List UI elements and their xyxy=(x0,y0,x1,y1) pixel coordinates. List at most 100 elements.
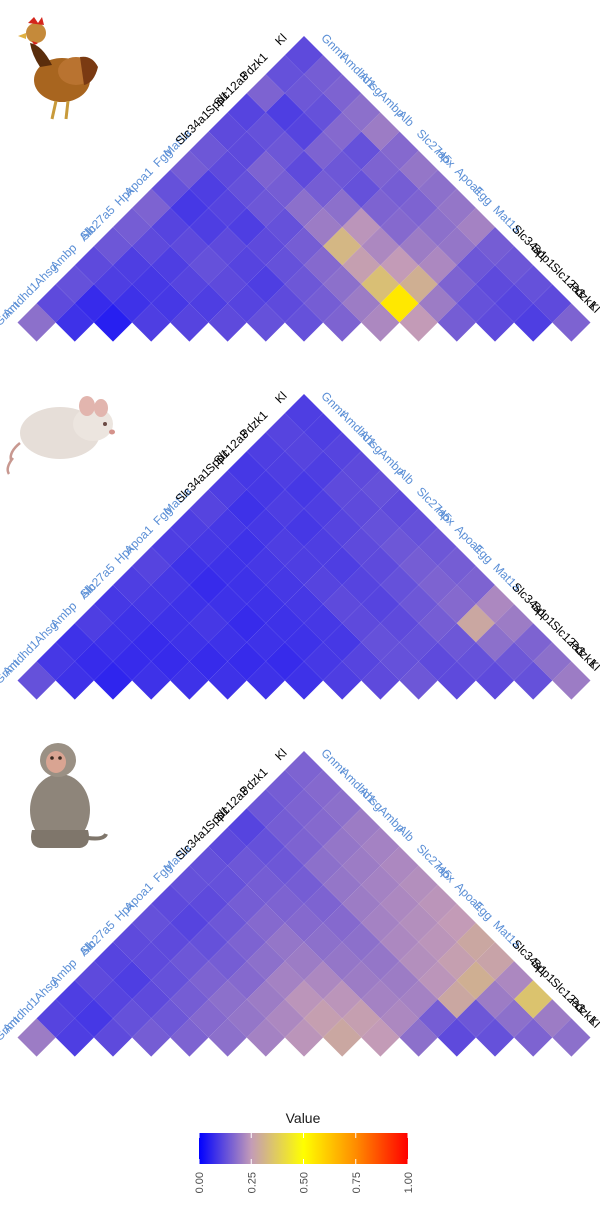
heatmap-cell-Amdhd1-Mat1a xyxy=(208,508,247,547)
heatmap-cell-Mat1a-Pdzk1 xyxy=(437,585,476,624)
heatmap-cell-Slc27a5-Slc27a5 xyxy=(208,303,247,342)
heatmap-cell-Ahsg-Fgg xyxy=(208,546,247,585)
heatmap-cell-Slc34a1-Slc12a3 xyxy=(437,980,476,1019)
heatmap-cell-Alb-Fgg xyxy=(246,585,285,624)
heatmap-cell-Slc12a3-Kl xyxy=(514,980,553,1019)
heatmap-cell-Ambp-Slc34a1 xyxy=(265,884,304,923)
heatmap-cell-Mat1a-Slc34a1 xyxy=(380,642,419,681)
mouse-icon xyxy=(6,396,115,475)
heatmap-cell-Alb-Fgg xyxy=(246,942,285,981)
heatmap-cell-Pdzk1-Kl xyxy=(533,284,572,323)
heatmap-panel-chicken: GnmtGnmtAmdhd1Amdhd1AhsgAhsgAmbpAmbpAlbA… xyxy=(0,17,600,342)
heatmap-cell-Ambp-Slc12a3 xyxy=(304,489,343,528)
heatmap-cell-Apoa1-Fgg xyxy=(304,999,343,1038)
heatmap-cell-Amdhd1-Hpx xyxy=(151,565,190,605)
heatmap-cell-Slc12a3-Pdzk1 xyxy=(495,642,534,681)
heatmap-cell-Pdzk1-Kl xyxy=(533,999,572,1038)
heatmap-cell-Ambp-Slc12a3 xyxy=(304,846,343,885)
heatmap-cell-Slc12a3-Pdzk1 xyxy=(495,284,534,323)
heatmap-cell-Ambp-Mat1a xyxy=(246,903,285,942)
heatmap-cell-Amdhd1-Alb xyxy=(113,246,152,285)
heatmap-cell-Gnmt-Kl xyxy=(284,36,324,75)
heatmap-cell-Slc12a3-Slc12a3 xyxy=(475,1018,515,1057)
heatmap-cell-Gnmt-Slc27a5 xyxy=(113,565,152,605)
heatmap-cell-Hpx-Kl xyxy=(399,865,438,904)
heatmap-cell-Mat1a-Pdzk1 xyxy=(437,227,476,266)
heatmap-cell-Ahsg-Ahsg xyxy=(93,1018,133,1057)
heatmap-cell-Hpx-Kl xyxy=(399,508,438,547)
heatmap-cell-Slc27a5-Slc27a5 xyxy=(208,661,247,700)
heatmap-cell-Amdhd1-Ahsg xyxy=(74,284,113,323)
gene-label-left-Kl: Kl xyxy=(272,746,289,763)
heatmap-cells xyxy=(17,394,591,700)
heatmap-cell-Ahsg-Slc27a5 xyxy=(151,961,190,1000)
heatmap-cell-Ahsg-Slc34a1 xyxy=(246,150,285,189)
heatmap-cell-Ahsg-Slc27a5 xyxy=(151,246,190,285)
heatmap-cell-Ambp-Spp1 xyxy=(284,865,324,904)
heatmap-cell-Spp1-Slc12a3 xyxy=(456,642,495,681)
heatmap-cell-Spp1-Spp1 xyxy=(437,661,476,700)
heatmap-cell-Kl-Kl xyxy=(552,1018,591,1057)
heatmap-cell-Amdhd1-Spp1 xyxy=(246,112,285,151)
heatmap-cell-Ambp-Alb xyxy=(151,999,190,1038)
heatmap-cell-Ahsg-Spp1 xyxy=(265,846,304,885)
heatmap-cell-Fgg-Fgg xyxy=(323,1018,362,1057)
heatmap-cell-Apoa1-Spp1 xyxy=(361,942,400,981)
heatmap-cell-Slc27a5-Hpx xyxy=(227,642,266,681)
heatmap-cell-Alb-Hpx xyxy=(208,265,247,304)
heatmap-cell-Spp1-Slc12a3 xyxy=(456,999,495,1038)
heatmap-cell-Slc27a5-Pdzk1 xyxy=(361,865,400,904)
heatmap-cell-Alb-Mat1a xyxy=(265,565,304,605)
heatmap-cell-Ambp-Alb xyxy=(151,642,190,681)
heatmap-cells xyxy=(17,36,591,342)
heatmap-cell-Alb-Spp1 xyxy=(304,527,343,566)
heatmap-cell-Hpx-Pdzk1 xyxy=(380,884,419,923)
heatmap-cell-Slc27a5-Slc34a1 xyxy=(304,207,343,247)
heatmap-cell-Gnmt-Amdhd1 xyxy=(36,999,75,1038)
heatmap-cell-Slc34a1-Spp1 xyxy=(418,999,457,1038)
heatmap-cell-Ahsg-Spp1 xyxy=(265,131,304,170)
heatmap-cell-Gnmt-Ahsg xyxy=(55,265,94,304)
heatmap-cell-Gnmt-Slc27a5 xyxy=(113,207,152,247)
heatmap-cell-Hpx-Slc12a3 xyxy=(361,546,400,585)
heatmap-cell-Slc34a1-Slc12a3 xyxy=(437,623,476,662)
heatmap-cell-Ambp-Alb xyxy=(151,284,190,323)
heatmap-cell-Alb-Pdzk1 xyxy=(342,489,381,528)
heatmap-cell-Gnmt-Apoa1 xyxy=(151,169,190,208)
heatmap-cell-Pdzk1-Pdzk1 xyxy=(514,303,553,342)
heatmap-cell-Fgg-Mat1a xyxy=(342,284,381,323)
heatmap-cell-Amdhd1-Slc12a3 xyxy=(265,808,304,847)
heatmap-cell-Apoa1-Slc34a1 xyxy=(342,604,381,643)
heatmap-cell-Gnmt-Mat1a xyxy=(189,489,228,528)
heatmap-cell-Amdhd1-Slc34a1 xyxy=(227,846,266,885)
legend-tick-label: 0.25 xyxy=(246,1172,258,1193)
heatmap-cell-Hpx-Spp1 xyxy=(342,207,381,247)
heatmap-cell-Alb-Apoa1 xyxy=(227,246,266,285)
heatmap-cell-Apoa1-Fgg xyxy=(304,284,343,323)
heatmap-cell-Alb-Mat1a xyxy=(265,922,304,962)
heatmap-cell-Hpx-Spp1 xyxy=(342,922,381,962)
heatmap-cell-Gnmt-Amdhd1 xyxy=(36,284,75,323)
heatmap-cell-Gnmt-Slc34a1 xyxy=(208,827,247,866)
heatmap-cell-Hpx-Slc12a3 xyxy=(361,903,400,942)
heatmap-cell-Apoa1-Slc12a3 xyxy=(380,565,419,605)
heatmap-cell-Mat1a-Mat1a xyxy=(361,1018,400,1057)
heatmap-cell-Gnmt-Slc12a3 xyxy=(246,74,285,113)
heatmap-cell-Apoa1-Pdzk1 xyxy=(399,546,438,585)
heatmap-cell-Slc27a5-Mat1a xyxy=(284,942,324,981)
heatmap-cell-Fgg-Kl xyxy=(437,188,476,227)
heatmap-cell-Gnmt-Spp1 xyxy=(227,451,266,490)
heatmap-cell-Slc34a1-Kl xyxy=(475,585,515,624)
heatmap-cell-Hpx-Apoa1 xyxy=(265,284,304,323)
heatmap-cell-Alb-Fgg xyxy=(246,227,285,266)
heatmap-cell-Ahsg-Pdzk1 xyxy=(304,451,343,490)
heatmap-cell-Kl-Kl xyxy=(552,661,591,700)
heatmap-cell-Fgg-Kl xyxy=(437,546,476,585)
heatmap-cell-Hpx-Apoa1 xyxy=(265,642,304,681)
heatmap-cell-Fgg-Kl xyxy=(437,903,476,942)
heatmap-cell-Spp1-Kl xyxy=(495,604,534,643)
legend-tick-label: 0.75 xyxy=(351,1172,363,1193)
heatmap-cell-Gnmt-Slc34a1 xyxy=(208,470,247,509)
heatmap-cell-Hpx-Mat1a xyxy=(304,961,343,1000)
heatmap-cell-Ahsg-Fgg xyxy=(208,188,247,227)
